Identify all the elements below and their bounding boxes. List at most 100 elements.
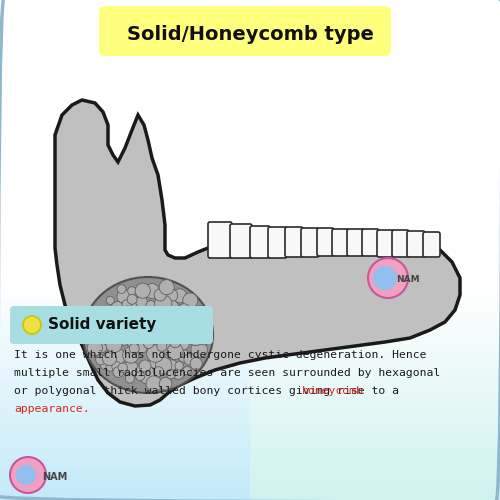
Circle shape [146, 300, 156, 310]
Bar [250, 496, 500, 497]
Bar [0, 333, 250, 334]
Bar [0, 329, 250, 330]
Bar [250, 455, 500, 456]
Bar [250, 322, 500, 323]
Circle shape [106, 336, 122, 352]
Text: Solid variety: Solid variety [48, 318, 156, 332]
Circle shape [156, 357, 172, 374]
Bar [0, 489, 250, 490]
Bar [0, 374, 250, 375]
FancyBboxPatch shape [301, 228, 319, 257]
Bar [0, 403, 250, 404]
Bar [250, 471, 500, 472]
Bar [0, 328, 250, 329]
Bar [0, 400, 250, 401]
Bar [250, 356, 500, 357]
Bar [250, 479, 500, 480]
Bar [0, 347, 250, 348]
Text: NAM: NAM [42, 472, 67, 482]
Bar [250, 382, 500, 383]
Bar [250, 311, 500, 312]
Bar [0, 356, 250, 357]
Bar [250, 499, 500, 500]
Bar [250, 380, 500, 381]
Bar [0, 364, 250, 365]
Bar [250, 294, 500, 295]
Bar [0, 319, 250, 320]
Circle shape [130, 344, 139, 353]
Bar [0, 467, 250, 468]
Bar [250, 290, 500, 291]
Bar [250, 458, 500, 459]
Bar [250, 475, 500, 476]
Bar [250, 376, 500, 377]
Bar [0, 428, 250, 429]
Text: Solid/Honeycomb type: Solid/Honeycomb type [126, 24, 374, 44]
Bar [250, 342, 500, 343]
Bar [0, 313, 250, 314]
Bar [250, 477, 500, 478]
Bar [0, 286, 250, 287]
Bar [0, 421, 250, 422]
Bar [250, 331, 500, 332]
Bar [250, 437, 500, 438]
Bar [0, 445, 250, 446]
Bar [0, 480, 250, 481]
Circle shape [154, 295, 172, 312]
Circle shape [194, 323, 207, 336]
Bar [250, 425, 500, 426]
Bar [250, 333, 500, 334]
Bar [0, 323, 250, 324]
Bar [0, 471, 250, 472]
Bar [0, 431, 250, 432]
Bar [250, 463, 500, 464]
Circle shape [97, 310, 106, 318]
FancyBboxPatch shape [332, 229, 349, 256]
Bar [250, 392, 500, 393]
Circle shape [135, 283, 150, 298]
Bar [0, 365, 250, 366]
Bar [250, 341, 500, 342]
Bar [0, 373, 250, 374]
Bar [250, 416, 500, 417]
Bar [0, 476, 250, 477]
Bar [0, 387, 250, 388]
Circle shape [98, 344, 107, 352]
Bar [0, 456, 250, 457]
Circle shape [23, 316, 41, 334]
Bar [0, 419, 250, 420]
Bar [250, 332, 500, 333]
Circle shape [178, 350, 190, 362]
Bar [250, 448, 500, 449]
Bar [250, 407, 500, 408]
Bar [250, 452, 500, 453]
Bar [0, 379, 250, 380]
Bar [0, 477, 250, 478]
Circle shape [100, 331, 111, 342]
Bar [250, 396, 500, 397]
Bar [250, 374, 500, 375]
Bar [250, 377, 500, 378]
Bar [0, 407, 250, 408]
Bar [0, 498, 250, 499]
Bar [0, 316, 250, 317]
Bar [250, 482, 500, 483]
Bar [250, 493, 500, 494]
Bar [250, 326, 500, 327]
Bar [250, 393, 500, 394]
Bar [0, 492, 250, 493]
Circle shape [122, 361, 139, 378]
Circle shape [194, 306, 205, 318]
Bar [0, 289, 250, 290]
Bar [0, 377, 250, 378]
Circle shape [117, 290, 131, 304]
Bar [0, 362, 250, 363]
Bar [0, 338, 250, 339]
Circle shape [200, 336, 208, 345]
Bar [0, 367, 250, 368]
Bar [250, 324, 500, 325]
Bar [0, 344, 250, 345]
Circle shape [167, 360, 177, 370]
Circle shape [159, 378, 172, 390]
Circle shape [112, 310, 126, 324]
